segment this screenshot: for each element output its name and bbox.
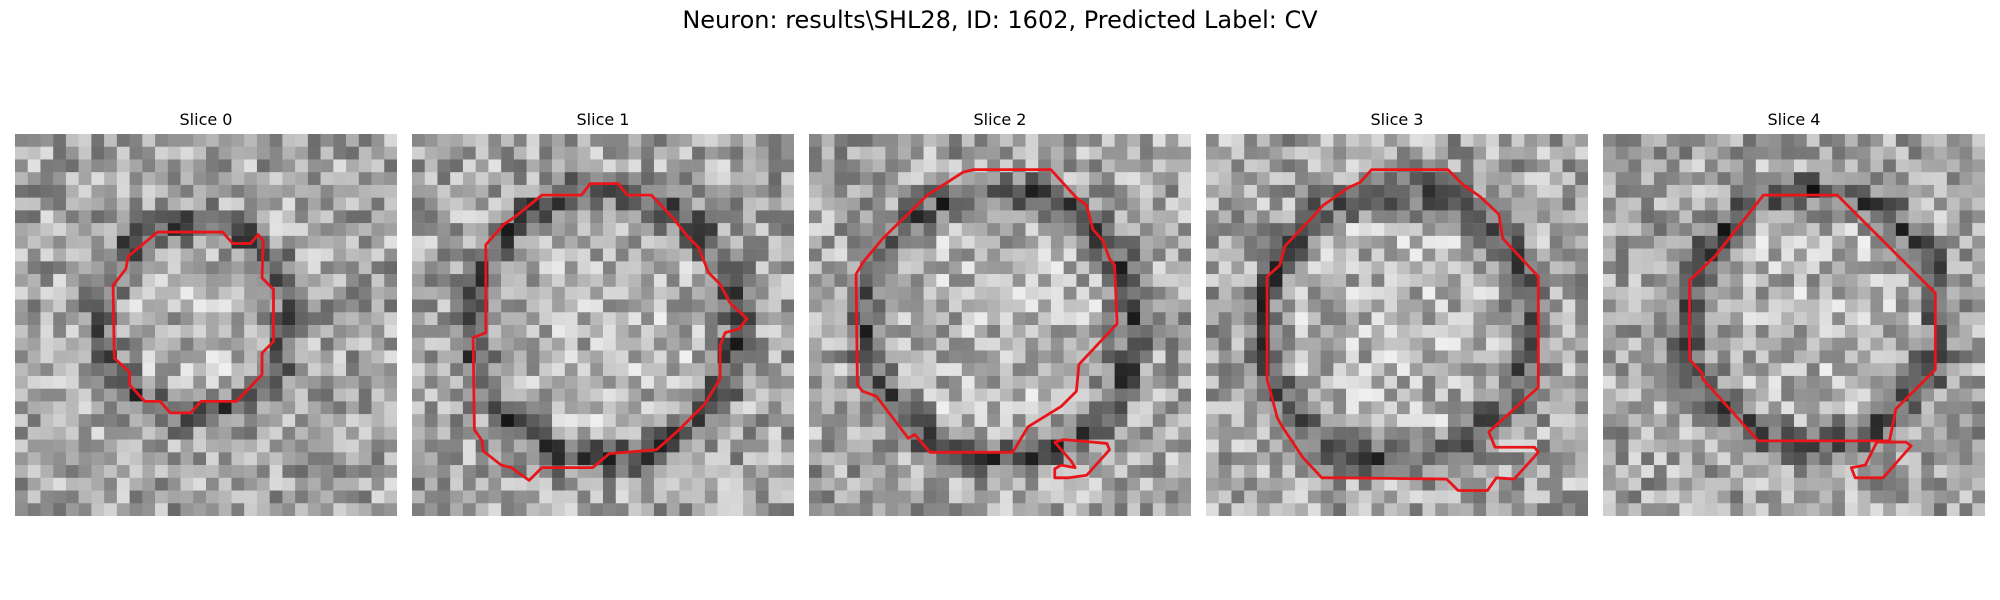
slice-image-0: [15, 134, 397, 516]
slice-image-1: [412, 134, 794, 516]
figure-title: Neuron: results\SHL28, ID: 1602, Predict…: [682, 6, 1318, 34]
slice-image-4: [1603, 134, 1985, 516]
slice-title: Slice 1: [576, 110, 630, 129]
slice-title: Slice 0: [179, 110, 233, 129]
slice-panel-1: Slice 1: [412, 110, 794, 520]
slice-panel-4: Slice 4: [1603, 110, 1985, 520]
roi-contour: [854, 168, 1119, 480]
roi-contour: [471, 182, 749, 482]
slice-title: Slice 2: [973, 110, 1027, 129]
slice-image-2: [809, 134, 1191, 516]
slice-panel-3: Slice 3: [1206, 110, 1588, 520]
roi-contour: [1688, 193, 1937, 480]
slice-title: Slice 3: [1370, 110, 1424, 129]
slice-panel-0: Slice 0: [15, 110, 397, 520]
slice-title: Slice 4: [1767, 110, 1821, 129]
slice-image-3: [1206, 134, 1588, 516]
slice-panel-2: Slice 2: [809, 110, 1191, 520]
roi-contour: [111, 230, 275, 415]
roi-contour: [1265, 168, 1540, 492]
